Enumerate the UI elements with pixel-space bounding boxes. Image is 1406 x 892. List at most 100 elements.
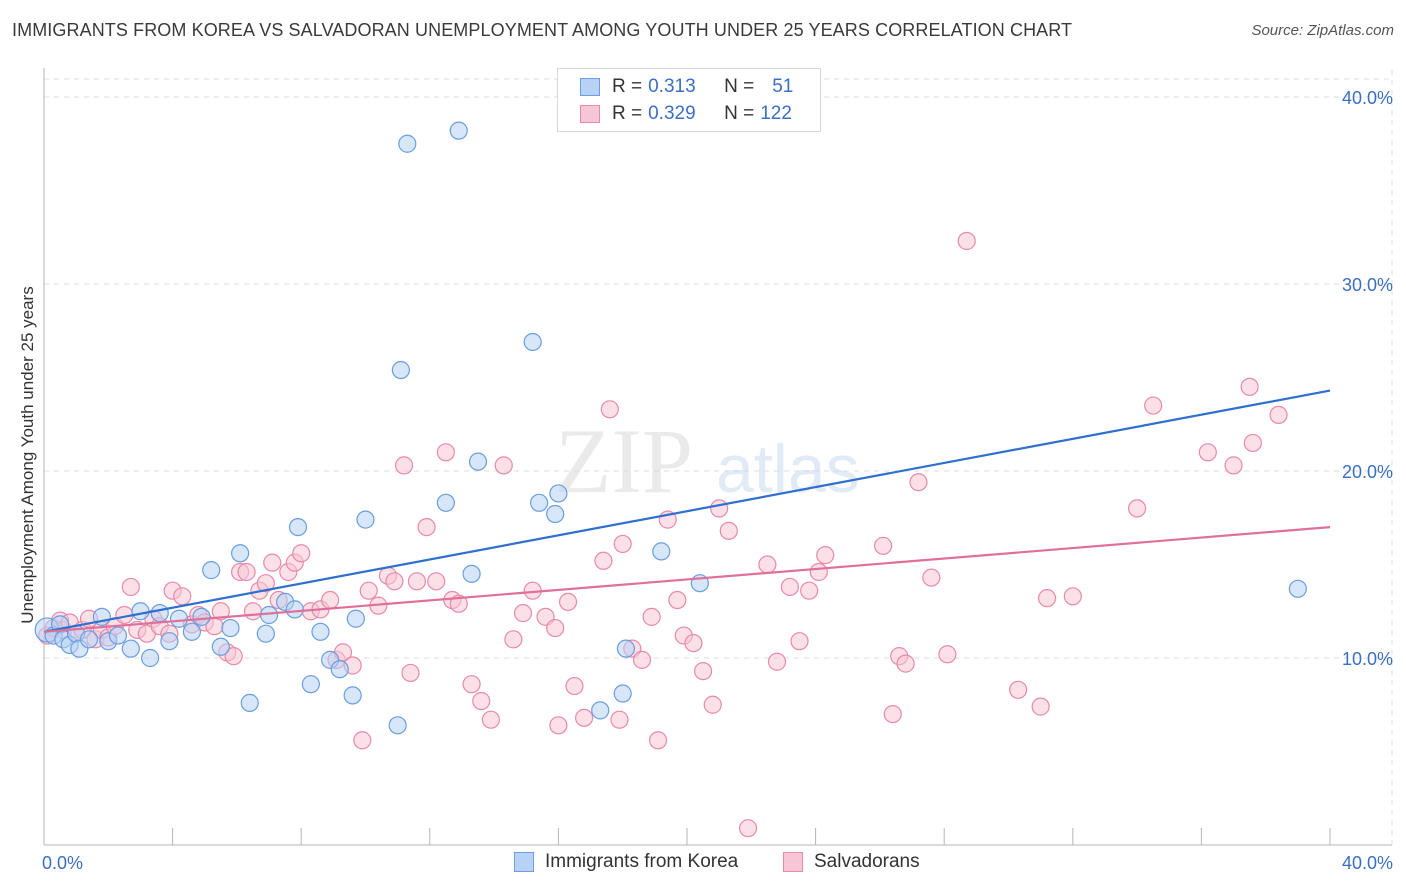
salvadorans-point	[1037, 589, 1057, 608]
korea-point	[202, 561, 221, 580]
korea-point	[288, 517, 308, 537]
korea-point	[169, 609, 189, 628]
salvadorans-point	[494, 456, 513, 475]
salvadorans-point	[1144, 396, 1163, 415]
salvadorans-point	[594, 551, 613, 570]
korea-point	[343, 686, 362, 705]
salvadorans-point	[610, 710, 629, 729]
salvadorans-point	[710, 499, 729, 518]
y-tick-label: 40.0%	[1342, 88, 1393, 108]
y-tick-label: 30.0%	[1342, 275, 1393, 295]
salvadorans-point	[546, 618, 565, 638]
salvadorans-point	[121, 577, 140, 597]
salvadorans-point	[758, 555, 777, 574]
legend-item-korea[interactable]: Immigrants from Korea	[514, 851, 738, 873]
salvadorans-point	[292, 544, 311, 563]
korea-point	[468, 452, 488, 471]
salvadorans-point	[613, 534, 632, 554]
korea-trend-line	[43, 389, 1331, 633]
salvadorans-point	[780, 577, 799, 597]
salvadorans-point	[816, 546, 835, 565]
salvadorans-point	[703, 695, 722, 714]
salvadorans-point	[1240, 377, 1259, 396]
salvadorans-point	[173, 587, 192, 606]
korea-point	[530, 493, 549, 512]
salvadorans-point	[600, 400, 619, 419]
legend-row-salvadorans: R = 0.329 N = 122	[580, 102, 792, 126]
korea-point	[549, 484, 568, 503]
korea-point	[388, 716, 407, 735]
salvadorans-point	[1031, 697, 1050, 716]
salvadorans-point	[719, 521, 738, 540]
salvadorans-point	[263, 553, 282, 572]
korea-point	[346, 609, 365, 628]
salvadorans-point	[243, 602, 263, 621]
korea-point	[160, 632, 179, 651]
korea-swatch	[580, 78, 600, 96]
korea-r-value: 0.313	[648, 76, 696, 97]
salvadorans-point	[1224, 456, 1243, 475]
x-tick-label-max: 40.0%	[1342, 853, 1393, 873]
korea-point	[1288, 579, 1307, 598]
salvadorans-point	[642, 607, 661, 626]
salvadorans-point	[874, 536, 893, 555]
salvadorans-legend-label: Salvadorans	[814, 851, 920, 872]
salvadorans-point	[957, 231, 976, 251]
salvadorans-point	[321, 590, 340, 610]
salvadorans-point	[504, 630, 523, 649]
korea-point	[79, 630, 99, 649]
salvadorans-point	[394, 456, 414, 475]
salvadorans-point	[481, 710, 500, 729]
korea-point	[121, 639, 140, 658]
salvadorans-point	[938, 645, 957, 664]
korea-point	[192, 607, 211, 626]
korea-point	[436, 493, 455, 512]
salvadorans-point	[1127, 499, 1147, 518]
salvadorans-point	[224, 647, 243, 666]
korea-point	[591, 701, 610, 720]
korea-n-value: 51	[772, 76, 794, 97]
korea-point	[211, 637, 230, 656]
salvadorans-point	[1243, 433, 1262, 453]
salvadorans-point	[909, 473, 928, 492]
korea-point	[231, 544, 250, 563]
korea-point	[652, 542, 671, 561]
korea-point	[221, 618, 240, 638]
korea-point	[616, 639, 636, 658]
korea-point	[256, 624, 275, 643]
salvadorans-point	[427, 572, 446, 591]
bottom-legend: Immigrants from Korea Salvadorans	[0, 851, 1406, 877]
salvadorans-point	[800, 581, 819, 600]
source-credit: Source: ZipAtlas.com	[1251, 22, 1394, 39]
salvadorans-point	[738, 819, 758, 838]
salvadorans-point	[385, 572, 404, 591]
stats-legend: R = 0.313 N = 51 R = 0.329 N = 122	[557, 68, 821, 132]
salvadorans-point	[648, 731, 668, 750]
salv-n-value: 122	[760, 103, 792, 124]
salvadorans-point	[436, 443, 455, 462]
salvadorans-point	[256, 574, 275, 593]
legend-item-salvadorans[interactable]: Salvadorans	[783, 851, 920, 873]
korea-point	[613, 684, 632, 703]
tick-labels: 10.0% 20.0% 30.0% 40.0% 0.0% 40.0%	[42, 88, 1393, 873]
korea-point	[108, 626, 128, 645]
salvadorans-point	[449, 594, 468, 613]
korea-point	[546, 504, 565, 524]
salvadorans-point	[417, 517, 436, 537]
salvadorans-legend-swatch	[783, 852, 803, 872]
salvadorans-point	[767, 652, 787, 671]
korea-r-label: R =	[612, 76, 643, 97]
salvadorans-point	[575, 708, 594, 727]
korea-point	[140, 648, 160, 668]
korea-legend-swatch	[514, 852, 534, 872]
korea-point	[131, 602, 150, 621]
salvadorans-point	[883, 704, 902, 724]
axes	[43, 68, 1392, 846]
legend-row-korea: R = 0.313 N = 51	[580, 75, 793, 99]
korea-point	[311, 622, 330, 641]
salv-n-label: N =	[724, 103, 755, 124]
korea-point	[285, 600, 304, 619]
y-tick-label: 20.0%	[1342, 462, 1393, 482]
salvadorans-trend-line	[43, 526, 1331, 633]
x-tick-label-min: 0.0%	[42, 853, 83, 873]
